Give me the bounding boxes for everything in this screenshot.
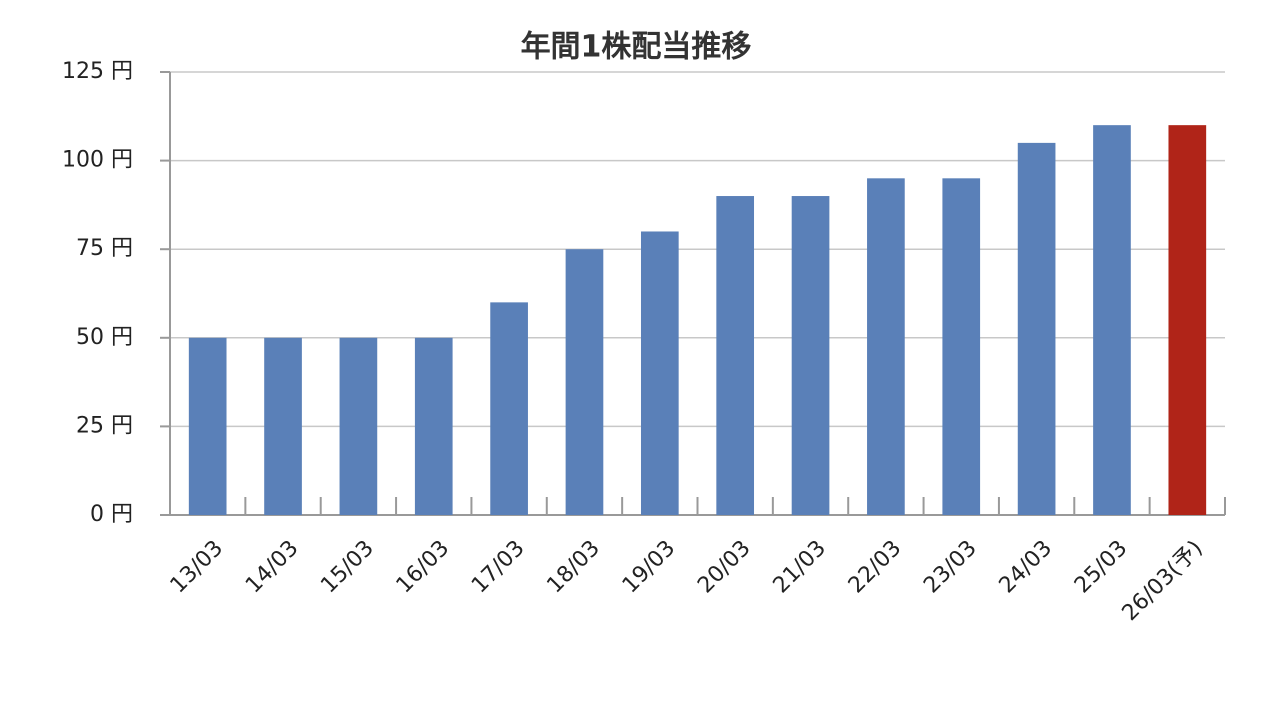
bar	[1168, 125, 1207, 515]
bar	[867, 178, 905, 515]
bar	[565, 249, 604, 515]
bar	[264, 337, 302, 515]
bar	[942, 178, 981, 515]
y-tick-label: 75 円	[76, 236, 133, 261]
bar	[1093, 125, 1131, 515]
bar	[1017, 142, 1056, 515]
bar	[490, 302, 528, 515]
bar	[339, 337, 378, 515]
y-tick-label: 25 円	[76, 413, 133, 438]
chart-title: 年間1株配当推移	[521, 30, 752, 65]
bar	[640, 231, 679, 516]
y-tick-label: 50 円	[76, 325, 133, 350]
bar	[188, 337, 227, 515]
bar	[414, 337, 453, 515]
bar	[716, 196, 755, 516]
y-tick-label: 125 円	[62, 59, 133, 84]
bar	[791, 196, 830, 516]
y-tick-label: 0 円	[90, 502, 133, 527]
y-tick-label: 100 円	[62, 148, 133, 173]
